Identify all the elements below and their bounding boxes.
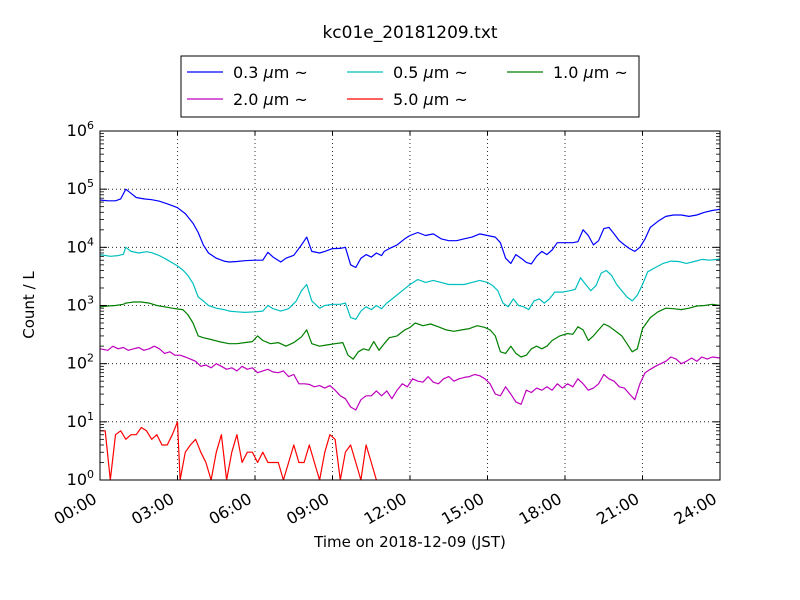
x-tick-label: 21:00: [593, 489, 642, 529]
legend-label: 0.3 μm ~: [233, 63, 308, 82]
series-line: [99, 188, 721, 269]
y-tick-label: 104: [67, 235, 94, 256]
y-tick-label: 102: [67, 352, 94, 373]
series-line: [99, 301, 721, 360]
legend: 0.3 μm ~ 0.5 μm ~ 1.0 μm ~ 2.0 μm ~ 5.0 μm ~: [180, 55, 640, 118]
series-line: [99, 345, 721, 411]
y-tick-label: 100: [67, 468, 94, 489]
x-tick-label: 12:00: [361, 489, 410, 529]
x-tick-label: 15:00: [438, 489, 487, 529]
y-tick-label: 101: [67, 410, 94, 431]
legend-box: [180, 55, 640, 118]
legend-label: 2.0 μm ~: [233, 90, 308, 109]
series-line: [100, 421, 377, 481]
x-tick-label: 00:00: [51, 489, 100, 529]
legend-label: 5.0 μm ~: [393, 90, 468, 109]
x-tick-label: 06:00: [206, 489, 255, 529]
series-lines: [99, 188, 721, 481]
y-tick-label: 103: [67, 294, 94, 315]
legend-label: 1.0 μm ~: [553, 63, 628, 82]
x-tick-label: 03:00: [128, 489, 177, 529]
y-tick-label: 105: [67, 177, 94, 198]
series-line: [99, 246, 721, 320]
x-tick-label: 09:00: [283, 489, 332, 529]
y-axis-label: Count / L: [20, 271, 38, 339]
y-tick-label: 106: [67, 119, 94, 140]
x-axis-label: Time on 2018-12-09 (JST): [313, 533, 506, 551]
x-tick-label: 18:00: [516, 489, 565, 529]
legend-label: 0.5 μm ~: [393, 63, 468, 82]
plot-border: [99, 130, 721, 481]
x-tick-label: 24:00: [671, 489, 720, 529]
chart-title: kc01e_20181209.txt: [322, 23, 497, 43]
